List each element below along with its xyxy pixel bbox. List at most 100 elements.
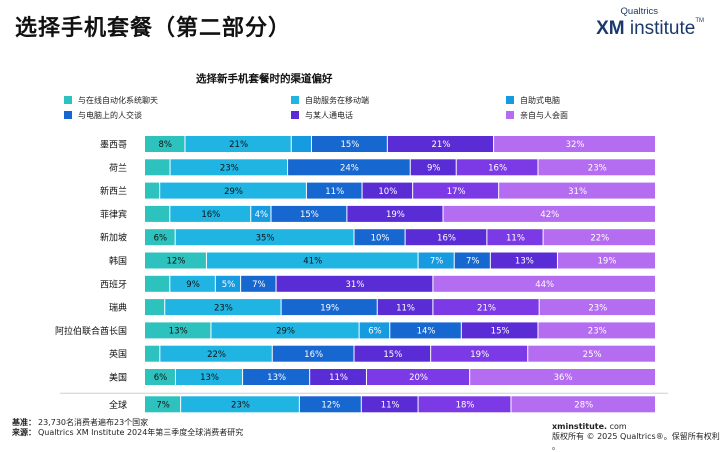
bar-segment bbox=[175, 369, 243, 385]
footer-url-suffix[interactable]: com bbox=[609, 422, 627, 431]
data-label: 12% bbox=[321, 401, 340, 411]
footer-source-label: 来源： bbox=[12, 428, 36, 437]
data-label: 32% bbox=[566, 140, 585, 150]
data-label: 19% bbox=[320, 303, 339, 313]
footer-copyright: xminstitute. com 版权所有 © 2025 Qualtrics®。… bbox=[552, 422, 720, 452]
data-label: 24% bbox=[340, 164, 359, 174]
footer-notes: 基准： 23,730名消费者遍布23个国家 来源： Qualtrics XM Ins… bbox=[12, 418, 243, 438]
data-label: 11% bbox=[396, 303, 415, 313]
category-label: 美国 bbox=[109, 372, 127, 384]
footer-url[interactable]: xminstitute. bbox=[552, 422, 608, 431]
bar-segment bbox=[359, 322, 390, 339]
data-label: 7% bbox=[156, 401, 170, 411]
bar-segment bbox=[470, 369, 655, 385]
logo-tm: TM bbox=[695, 18, 704, 24]
legend-item: 亲自与人会面 bbox=[506, 110, 568, 121]
bar-segment bbox=[291, 136, 311, 152]
page-title: 选择手机套餐（第二部分） bbox=[15, 16, 292, 41]
bar-segment bbox=[145, 345, 160, 362]
data-label: 11% bbox=[329, 373, 348, 383]
bar-segment bbox=[145, 369, 175, 385]
bar-segment bbox=[543, 229, 655, 246]
bar-segment bbox=[539, 299, 655, 316]
bar-segment bbox=[347, 205, 443, 222]
data-label: 29% bbox=[276, 327, 295, 337]
data-label: 22% bbox=[207, 350, 226, 360]
bar-segment bbox=[276, 275, 433, 292]
bar-segment bbox=[361, 396, 418, 413]
bar-segment bbox=[362, 182, 413, 199]
legend-item: 与在线自动化系统聊天 bbox=[64, 95, 158, 106]
bar-segment bbox=[528, 345, 655, 362]
bar-segment bbox=[354, 229, 405, 246]
legend-swatch bbox=[506, 111, 514, 119]
bar-segment bbox=[410, 159, 456, 176]
data-label: 5% bbox=[222, 280, 236, 290]
bar-segment bbox=[433, 275, 655, 292]
data-label: 31% bbox=[346, 280, 365, 290]
legend-swatch bbox=[291, 96, 299, 104]
data-label: 16% bbox=[304, 350, 323, 360]
data-label: 35% bbox=[256, 233, 275, 243]
logo-xm: XM bbox=[596, 18, 625, 39]
legend-item: 自助式电脑 bbox=[506, 95, 560, 106]
logo-main-text: XM instituteTM bbox=[596, 18, 704, 40]
bar-segment bbox=[145, 275, 170, 292]
data-label: 15% bbox=[340, 140, 359, 150]
category-label: 瑞典 bbox=[109, 302, 127, 314]
data-label: 16% bbox=[437, 233, 456, 243]
category-label: 菲律宾 bbox=[100, 208, 127, 220]
category-label: 荷兰 bbox=[109, 162, 127, 174]
data-label: 17% bbox=[447, 187, 466, 197]
data-label: 13% bbox=[515, 257, 534, 267]
footer-base-label: 基准： bbox=[12, 418, 36, 427]
data-label: 6% bbox=[154, 233, 168, 243]
bar-segment bbox=[271, 205, 347, 222]
bar-segment bbox=[215, 275, 241, 292]
category-label: 韩国 bbox=[109, 255, 127, 267]
legend-item: 与某人通电话 bbox=[291, 110, 353, 121]
data-label: 16% bbox=[488, 164, 507, 174]
bar-segment bbox=[281, 299, 377, 316]
bar-segment bbox=[170, 275, 215, 292]
bar-segment bbox=[165, 299, 281, 316]
bar-segment bbox=[288, 159, 410, 176]
bar-segment bbox=[145, 182, 160, 199]
bar-segment bbox=[511, 396, 655, 413]
data-label: 4% bbox=[255, 210, 269, 220]
bar-segment bbox=[557, 252, 655, 269]
legend-swatch bbox=[64, 96, 72, 104]
bar-segment bbox=[299, 396, 361, 413]
bar-segment bbox=[181, 396, 299, 413]
bar-segment bbox=[387, 136, 494, 152]
data-label: 22% bbox=[590, 233, 609, 243]
bar-segment bbox=[145, 322, 211, 339]
data-label: 23% bbox=[588, 303, 607, 313]
data-label: 23% bbox=[588, 327, 607, 337]
data-label: 15% bbox=[300, 210, 319, 220]
legend-label: 亲自与人会面 bbox=[520, 111, 568, 120]
bar-segment bbox=[145, 396, 181, 413]
data-label: 41% bbox=[303, 257, 322, 267]
data-label: 6% bbox=[154, 373, 168, 383]
data-label: 10% bbox=[378, 187, 397, 197]
bar-segment bbox=[418, 396, 511, 413]
legend-swatch bbox=[64, 111, 72, 119]
bar-segment bbox=[160, 182, 306, 199]
category-label: 阿拉伯联合酋长国 bbox=[55, 325, 127, 337]
bar-segment bbox=[454, 252, 490, 269]
data-label: 23% bbox=[214, 303, 233, 313]
footer-source-text: Qualtrics XM Institute 2024年第三季度全球消费者研究 bbox=[38, 428, 244, 437]
bar-segment bbox=[175, 229, 354, 246]
data-label: 25% bbox=[583, 350, 602, 360]
bar-segment bbox=[311, 136, 387, 152]
bar-segment bbox=[461, 322, 538, 339]
data-label: 11% bbox=[506, 233, 525, 243]
legend-swatch bbox=[506, 96, 514, 104]
data-label: 9% bbox=[427, 164, 441, 174]
data-label: 7% bbox=[252, 280, 266, 290]
legend-label: 与电脑上的人交谈 bbox=[78, 111, 142, 120]
data-label: 21% bbox=[477, 303, 496, 313]
bar-segment bbox=[185, 136, 291, 152]
data-label: 15% bbox=[383, 350, 402, 360]
